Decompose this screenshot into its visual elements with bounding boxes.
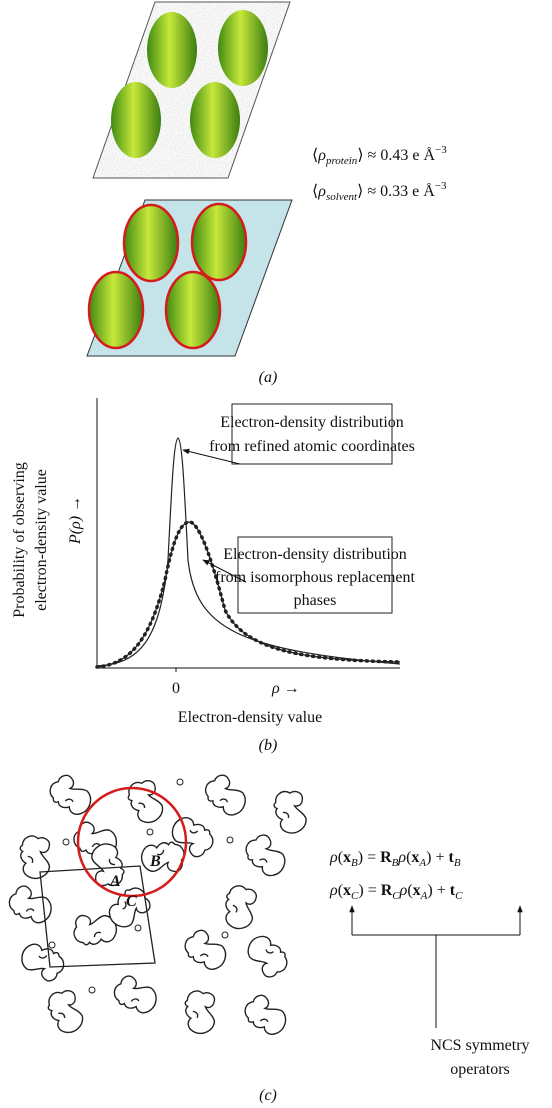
ncs-equation: ρ(xB​) = RB​ρ(xA​) + tB​ [329, 849, 461, 869]
box-text: from refined atomic coordinates [209, 438, 415, 455]
molecule [181, 925, 229, 976]
x-symbol: ρ → [271, 680, 300, 697]
molecule [244, 832, 287, 879]
operators-label: NCS symmetry [430, 1037, 529, 1054]
box-text: phases [294, 592, 337, 609]
formula-part: ) + [426, 849, 448, 866]
molecule-label: B [149, 853, 161, 870]
formula-part: ⟩ ≈ 0.43 e Å [357, 146, 435, 164]
formula-part: ρ [399, 882, 408, 899]
molecule [44, 988, 87, 1035]
formula-part: ρ [317, 147, 326, 164]
formula-part: ⟩ ≈ 0.33 e Å [357, 182, 435, 200]
symmetry-center [177, 779, 183, 785]
formula-part: ) + [427, 882, 449, 899]
molecule [203, 771, 249, 820]
annotation-box [232, 404, 392, 464]
y-axis-label: Probability of observing [11, 462, 28, 618]
formula-part: ) = [358, 849, 380, 866]
symmetry-center [227, 837, 233, 843]
symmetry-center [63, 839, 69, 845]
density-formula: ⟨ρsolvent​⟩ ≈ 0.33 e Å−3​ [312, 180, 447, 203]
box-text: Electron-density distribution [223, 546, 407, 563]
formula-part: −3 [435, 180, 447, 192]
molecule [213, 879, 267, 934]
box-text: Electron-density distribution [220, 414, 404, 431]
formula-part: −3 [435, 144, 447, 156]
operator-arrows [352, 906, 520, 1028]
molecule [17, 935, 69, 989]
formula-part: x [343, 849, 351, 866]
formula-part: x [411, 849, 419, 866]
symmetry-center [49, 942, 55, 948]
panel-label: (c) [259, 1087, 277, 1104]
operators-label: operators [450, 1061, 510, 1078]
y-symbol: P(ρ) → [67, 496, 84, 545]
figure: ⟨ρprotein​⟩ ≈ 0.43 e Å−3​ ⟨ρsolvent​⟩ ≈ … [0, 0, 552, 1108]
formula-part: ) = [358, 882, 380, 899]
x-tick-label: 0 [172, 680, 180, 697]
molecule [109, 968, 161, 1022]
formula-part: C [455, 890, 463, 902]
formula-part: ρ [329, 882, 338, 899]
symmetry-center [147, 829, 153, 835]
ncs-equation: ρ(xC​) = RC​ρ(xA​) + tC​ [329, 882, 463, 902]
molecule [124, 778, 167, 825]
formula-part: ρ [317, 183, 326, 200]
formula-part: solvent [326, 191, 358, 203]
x-axis-label: Electron-density value [178, 709, 322, 726]
page: {"panel_a":{"label":"(a)","formulas":[ {… [0, 0, 552, 1108]
formula-part: ρ [397, 849, 406, 866]
formula-part: ρ [329, 849, 338, 866]
molecule-label: C [126, 893, 137, 910]
formula-part: R [380, 849, 392, 866]
molecule [9, 830, 61, 884]
molecule [4, 878, 56, 932]
crystal-packing [4, 770, 314, 1041]
formula-part: B [454, 857, 461, 869]
formula-part: protein [325, 155, 358, 167]
symmetry-center [89, 987, 95, 993]
y-axis-label: electron-density value [33, 469, 50, 611]
molecule-label: A [109, 873, 121, 890]
molecule [246, 933, 289, 980]
molecule [241, 990, 289, 1041]
molecule [174, 985, 226, 1039]
panel-label: (b) [259, 737, 278, 754]
panel-label: (a) [259, 369, 278, 386]
density-formula: ⟨ρprotein​⟩ ≈ 0.43 e Å−3​ [312, 144, 447, 167]
symmetry-center [222, 932, 228, 938]
molecule [266, 786, 314, 837]
formula-part: R [381, 882, 393, 899]
box-text: from isomorphous replacement [215, 569, 416, 586]
protein-crystal [90, 0, 295, 180]
flattened-crystal [87, 200, 292, 356]
formula-part: x [343, 882, 351, 899]
formula-part: x [413, 882, 421, 899]
symmetry-center [135, 925, 141, 931]
